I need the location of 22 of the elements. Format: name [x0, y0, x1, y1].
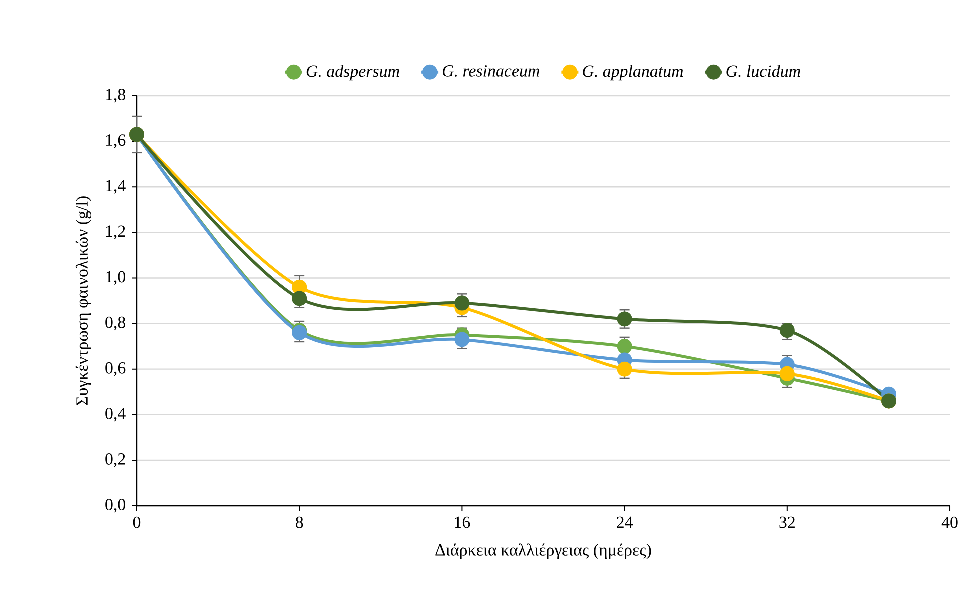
- y-tick-label: 0,4: [106, 408, 126, 422]
- x-axis-title: Διάρκεια καλλιέργειας (ημέρες): [436, 544, 652, 560]
- legend-label: G. adspersum: [306, 65, 400, 81]
- y-tick-label: 0,2: [106, 454, 126, 468]
- y-tick-label: 0,8: [106, 316, 126, 331]
- x-tick-label: 32: [780, 516, 795, 528]
- y-tick-label: 1,4: [106, 180, 126, 194]
- x-tick-label: 24: [617, 516, 634, 528]
- legend-label: G. applanatum: [583, 65, 684, 81]
- y-tick-label: 1,2: [106, 226, 126, 240]
- y-tick-label: 0,6: [106, 362, 126, 376]
- legend-label: G. resinaceum: [442, 65, 540, 77]
- y-tick-label: 1,6: [106, 134, 126, 148]
- x-tick-label: 8: [296, 516, 304, 528]
- y-tick-label: 0,0: [106, 499, 126, 513]
- y-tick-label: 1,8: [106, 89, 126, 103]
- x-tick-label: 0: [133, 516, 141, 528]
- y-axis-title: Συγκέντρωση φαινολικών (g/l): [76, 196, 92, 406]
- legend-label: G. lucidum: [726, 65, 800, 78]
- x-tick-label: 40: [942, 516, 958, 528]
- x-tick-label: 16: [455, 516, 470, 528]
- y-tick-label: 1,0: [106, 271, 126, 286]
